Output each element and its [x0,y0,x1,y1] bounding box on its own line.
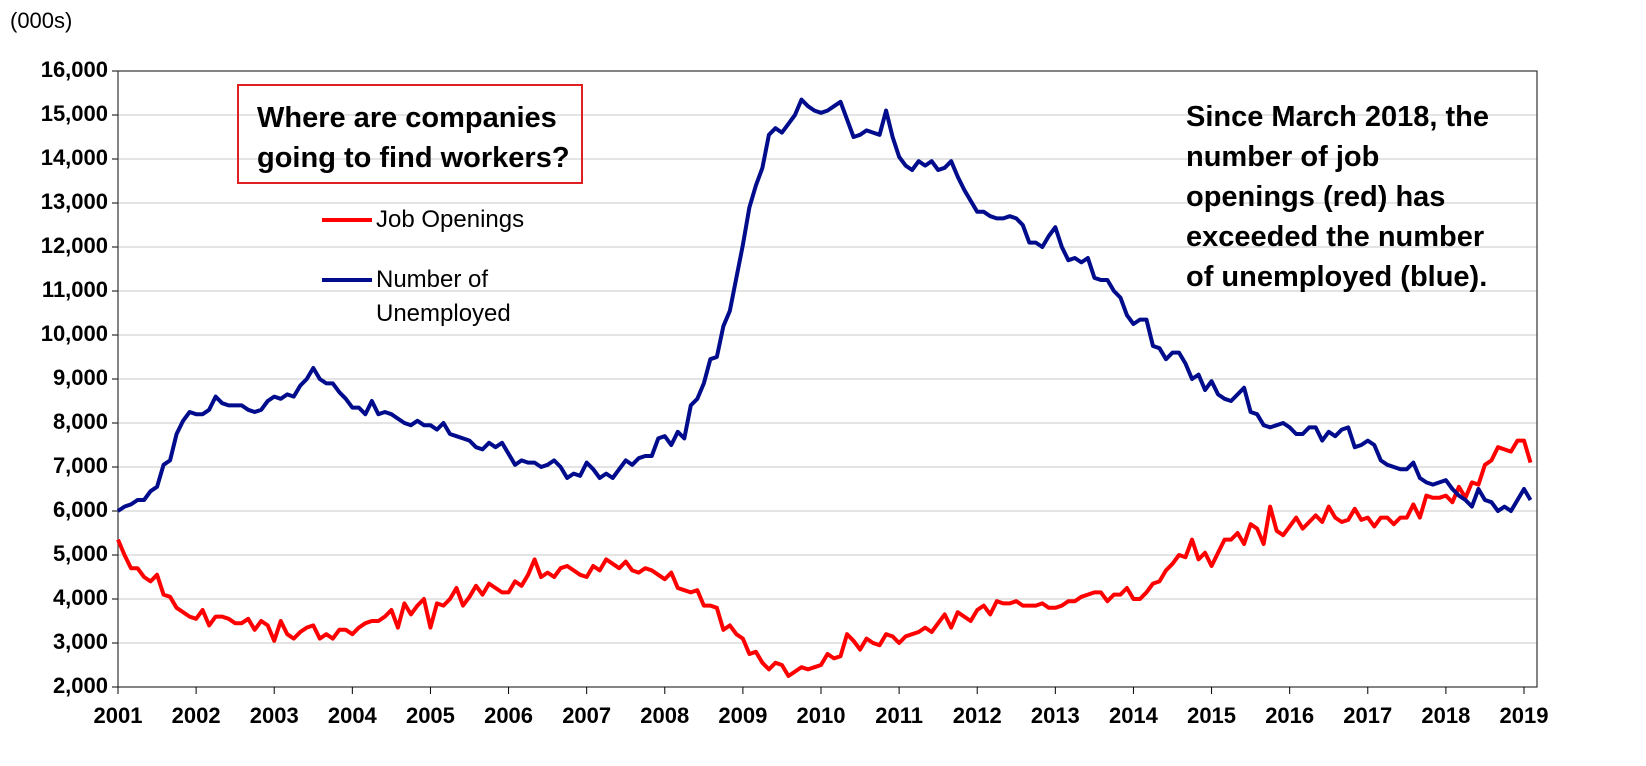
series-line [116,438,1533,678]
x-tick-label: 2003 [250,703,299,728]
legend-label: Number of Unemployed [376,266,511,327]
y-tick-label: 14,000 [41,145,108,170]
x-tick-label: 2001 [94,703,143,728]
x-tick-label: 2013 [1031,703,1080,728]
y-tick-label: 11,000 [42,277,108,302]
x-tick-label: 2004 [328,703,378,728]
x-tick-label: 2006 [484,703,533,728]
y-tick-label: 15,000 [41,101,108,126]
x-tick-label: 2005 [406,703,455,728]
y-tick-label: 16,000 [41,57,108,82]
x-tick-label: 2016 [1265,703,1314,728]
y-tick-label: 2,000 [53,673,108,698]
annotation-note: Since March 2018, the number of job open… [1186,101,1490,293]
y-tick-label: 7,000 [53,453,108,478]
series-line [116,97,1533,513]
y-tick-label: 9,000 [53,365,108,390]
legend-label: Job Openings [376,206,525,233]
x-tick-label: 2012 [953,703,1002,728]
x-tick-label: 2015 [1187,703,1236,728]
x-tick-label: 2018 [1421,703,1470,728]
x-tick-label: 2007 [562,703,611,728]
y-tick-label: 6,000 [53,497,108,522]
unit-label: (000s) [10,8,73,33]
y-tick-label: 12,000 [41,233,108,258]
x-tick-label: 2010 [797,703,846,728]
x-tick-label: 2002 [172,703,221,728]
annotation-box: Where are companies going to find worker… [237,84,583,184]
y-tick-label: 3,000 [53,629,108,654]
x-tick-label: 2019 [1500,703,1549,728]
y-tick-label: 8,000 [53,409,108,434]
x-tick-label: 2011 [875,703,923,728]
x-tick-label: 2017 [1343,703,1392,728]
x-tick-label: 2008 [640,703,689,728]
y-tick-label: 4,000 [53,585,108,610]
y-tick-label: 5,000 [53,541,108,566]
y-tick-label: 10,000 [41,321,108,346]
y-tick-label: 13,000 [41,189,108,214]
x-tick-label: 2014 [1109,703,1159,728]
x-tick-label: 2009 [718,703,767,728]
plot-frame [117,70,1538,688]
